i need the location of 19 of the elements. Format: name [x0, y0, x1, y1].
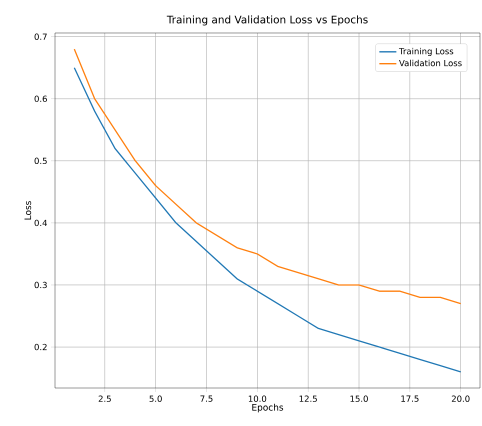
legend-label: Training Loss — [398, 48, 454, 56]
x-tick-label: 10.0 — [248, 396, 266, 402]
x-tick-label: 15.0 — [350, 396, 368, 402]
x-axis-title: Epochs — [252, 404, 284, 412]
y-tick-label: 0.3 — [34, 282, 47, 288]
y-tick-label: 0.7 — [34, 34, 47, 40]
chart-title: Training and Validation Loss vs Epochs — [166, 15, 368, 26]
x-tick-label: 20.0 — [452, 396, 470, 402]
y-axis-title: Loss — [24, 201, 32, 220]
x-tick-label: 17.5 — [401, 396, 419, 402]
y-tick-label: 0.6 — [34, 96, 47, 102]
y-tick-label: 0.2 — [34, 344, 47, 350]
legend-label: Validation Loss — [399, 60, 462, 66]
x-tick-label: 2.5 — [98, 396, 111, 402]
x-tick-label: 7.5 — [200, 396, 212, 402]
x-tick-label: 12.5 — [300, 396, 317, 402]
y-tick-label: 0.5 — [34, 158, 47, 164]
x-tick-label: 5.0 — [150, 396, 162, 402]
y-tick-label: 0.4 — [34, 220, 47, 226]
